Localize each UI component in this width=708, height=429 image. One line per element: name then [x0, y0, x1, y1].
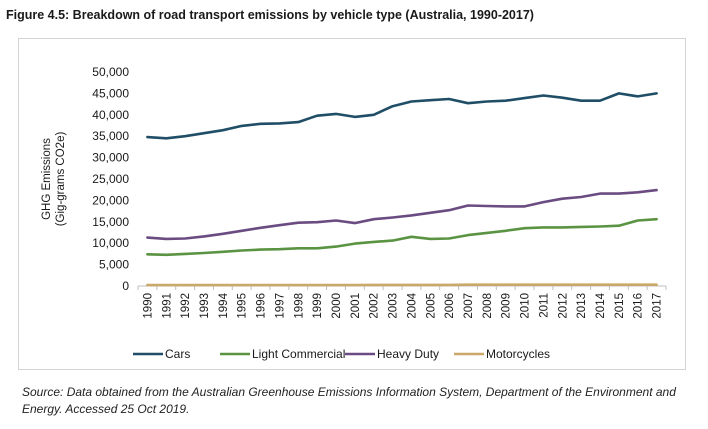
legend-label-light-commercial: Light Commercial	[252, 347, 345, 361]
x-tick-label: 2011	[538, 293, 550, 318]
x-tick-label: 1999	[312, 293, 324, 319]
x-tick-label: 2003	[388, 293, 400, 319]
x-tick-label: 2004	[406, 292, 418, 318]
legend-label-cars: Cars	[165, 347, 190, 361]
y-axis-label: GHG Emissions (Gig-grams CO2e)	[41, 132, 67, 227]
y-tick-label: 25,000	[92, 172, 129, 186]
y-tick-label: 0	[122, 279, 129, 293]
x-tick-label: 2015	[614, 293, 626, 319]
x-tick-label: 1994	[218, 292, 230, 318]
x-tick-label: 2006	[444, 293, 456, 319]
y-tick-label: 40,000	[92, 108, 129, 122]
y-axis-label-line: (Gig-grams CO2e)	[55, 132, 67, 227]
x-tick-label: 2008	[482, 293, 494, 319]
y-tick-label: 30,000	[92, 151, 129, 165]
x-tick-label: 2010	[520, 293, 532, 319]
x-tick-label: 1995	[237, 293, 249, 319]
series-line-cars	[146, 92, 658, 140]
x-tick-label: 2016	[633, 293, 645, 319]
x-tick-label: 1997	[274, 293, 286, 319]
x-tick-label: 2000	[331, 293, 343, 319]
x-tick-label: 1996	[256, 293, 268, 319]
x-tick-label: 2012	[557, 293, 569, 319]
y-tick-label: 15,000	[92, 215, 129, 229]
legend-label-motorcycles: Motorcycles	[486, 347, 550, 361]
y-tick-label: 5,000	[99, 258, 129, 272]
y-tick-label: 35,000	[92, 129, 129, 143]
x-tick-label: 2001	[350, 293, 362, 319]
x-tick-label: 1991	[161, 293, 173, 319]
figure-title: Figure 4.5: Breakdown of road transport …	[6, 8, 534, 22]
x-axis: 1990 1991 1992 1993 1994 1995 1996 1997 1998 1999…	[137, 285, 667, 319]
x-tick-label: 1998	[293, 293, 305, 319]
x-tick-label: 2002	[369, 293, 381, 319]
x-tick-label: 2014	[595, 292, 607, 318]
x-tick-label: 2017	[652, 293, 664, 319]
series-line-light-commercial	[146, 217, 658, 257]
legend: Cars Light Commercial Heavy Duty Motorcycle…	[133, 347, 550, 361]
x-tick-label: 1993	[199, 293, 211, 319]
y-tick-label: 20,000	[92, 193, 129, 207]
chart-frame	[18, 38, 686, 370]
y-tick-label: 45,000	[92, 86, 129, 100]
line-chart: GHG Emissions (Gig-grams CO2e) 0 5,000 10,0…	[41, 65, 667, 361]
x-tick-label: 2013	[576, 293, 588, 319]
x-tick-label: 2007	[463, 293, 475, 319]
source-note: Source: Data obtained from the Australia…	[22, 385, 676, 416]
x-tick-label: 2009	[501, 293, 513, 319]
series-line-heavy-duty	[146, 188, 658, 241]
series-lines	[146, 92, 658, 287]
y-tick-label: 50,000	[92, 65, 129, 79]
y-tick-label: 10,000	[92, 236, 129, 250]
x-tick-label: 1992	[180, 293, 192, 319]
x-tick-label: 1990	[142, 293, 154, 319]
y-axis-label-line: GHG Emissions	[41, 138, 53, 220]
y-axis: 0 5,000 10,000 15,000 20,000 25,000 30,000 35,0…	[92, 65, 129, 293]
legend-label-heavy-duty: Heavy Duty	[377, 347, 439, 361]
x-tick-label: 2005	[425, 293, 437, 319]
